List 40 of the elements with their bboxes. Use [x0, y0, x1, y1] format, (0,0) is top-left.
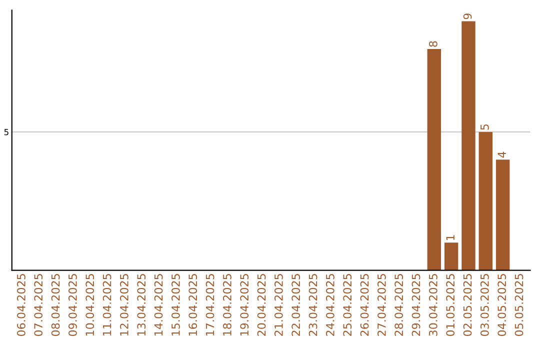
x-tick-label: 25.04.2025 — [343, 274, 352, 336]
x-tick-label: 09.04.2025 — [68, 274, 77, 336]
x-tick-label: 16.04.2025 — [188, 274, 198, 336]
data-label: 4 — [498, 152, 506, 158]
x-tick-label: 30.04.2025 — [428, 274, 438, 336]
bar — [478, 132, 493, 270]
bar — [496, 160, 510, 270]
x-tick-label: 20.04.2025 — [257, 274, 266, 336]
x-tick-label: 13.04.2025 — [137, 274, 146, 336]
x-tick-label: 19.04.2025 — [240, 274, 249, 336]
x-tick-label: 01.05.2025 — [446, 274, 455, 336]
x-tick-label: 14.04.2025 — [154, 274, 163, 336]
bar — [462, 21, 476, 270]
x-tick-label: 11.04.2025 — [102, 274, 112, 336]
x-tick-label: 28.04.2025 — [394, 274, 404, 336]
x-tick-label: 12.04.2025 — [120, 274, 128, 336]
data-label: 1 — [446, 235, 454, 240]
data-label: 5 — [480, 124, 489, 130]
x-tick-label: 02.05.2025 — [463, 274, 472, 336]
x-tick-label: 03.05.2025 — [480, 274, 489, 336]
x-tick-label: 22.04.2025 — [292, 274, 300, 336]
x-tick-label: 18.04.2025 — [222, 274, 232, 336]
data-label: 9 — [463, 14, 472, 20]
x-tick-label: 05.05.2025 — [514, 274, 524, 336]
x-tick-label: 23.04.2025 — [308, 274, 318, 336]
x-tick-label: 15.04.2025 — [171, 274, 180, 336]
x-tick-label: 17.04.2025 — [206, 274, 214, 336]
x-tick-label: 21.04.2025 — [274, 274, 283, 336]
x-tick-label: 29.04.2025 — [412, 274, 420, 336]
x-tick-label: 26.04.2025 — [360, 274, 369, 336]
x-tick-label: 06.04.2025 — [17, 274, 26, 336]
x-tick-label: 27.04.2025 — [377, 274, 386, 336]
x-tick-label: 24.04.2025 — [326, 274, 334, 336]
bar — [427, 48, 442, 270]
x-tick-label: 04.05.2025 — [498, 274, 506, 336]
x-tick-label: 07.04.2025 — [34, 274, 43, 336]
bar — [444, 242, 458, 270]
x-tick-label: 10.04.2025 — [86, 274, 94, 336]
data-label: 8 — [428, 41, 438, 47]
x-tick-label: 08.04.2025 — [51, 274, 60, 336]
